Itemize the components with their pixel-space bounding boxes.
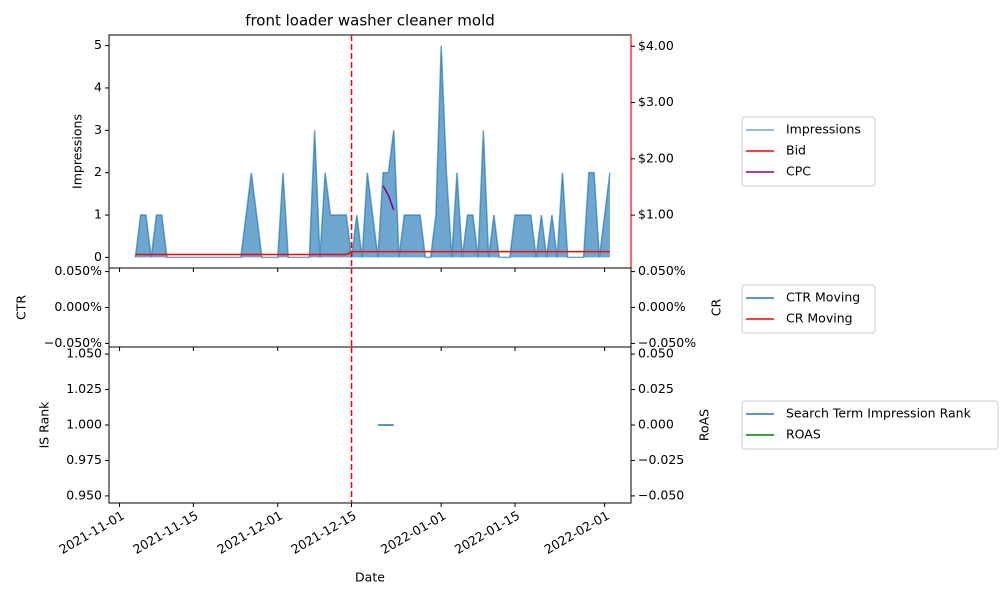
y-tick-label: 4 xyxy=(94,79,102,94)
y-tick-label: 3 xyxy=(94,122,102,137)
line xyxy=(382,185,395,211)
y-tick-label: 1 xyxy=(94,207,102,222)
y2-tick-label: $2.00 xyxy=(638,150,674,165)
y2-tick-label: 0.050% xyxy=(638,263,686,278)
line xyxy=(134,45,611,259)
area xyxy=(135,45,610,258)
y2-tick-label: 0.000% xyxy=(638,299,686,314)
y2-tick-label: 0.000 xyxy=(638,417,674,432)
legend-label: CR Moving xyxy=(786,311,853,326)
y-tick-label: 0.000% xyxy=(54,299,102,314)
y-tick-label: 0.975 xyxy=(66,452,102,467)
line xyxy=(135,250,610,256)
legend-box xyxy=(741,400,999,450)
legend-label: Bid xyxy=(786,143,806,158)
y-tick-label: 1.000 xyxy=(66,417,102,432)
y-axis-label: Impressions xyxy=(70,114,85,189)
legend-label: Impressions xyxy=(786,122,861,137)
y-tick-label: 5 xyxy=(94,37,102,52)
legend-label: Search Term Impression Rank xyxy=(786,406,972,421)
y-tick-label: 0 xyxy=(94,249,102,264)
legend-label: CTR Moving xyxy=(786,290,860,305)
y-tick-label: 0.950 xyxy=(66,487,102,502)
y2-tick-label: 0.025 xyxy=(638,381,674,396)
y-tick-label: 2 xyxy=(94,164,102,179)
y2-tick-label: $1.00 xyxy=(638,207,674,222)
y2-tick-label: −0.050% xyxy=(638,335,696,350)
y-tick-label: 1.025 xyxy=(66,381,102,396)
y2-tick-label: $4.00 xyxy=(638,38,674,53)
y-tick-label: 1.050 xyxy=(66,346,102,361)
y2-axis-label: CR xyxy=(709,298,724,316)
chart-title: front loader washer cleaner mold xyxy=(245,12,495,30)
legend-label: CPC xyxy=(786,164,811,179)
y-axis-label: CTR xyxy=(14,295,29,320)
y-tick-label: 0.050% xyxy=(54,263,102,278)
y2-tick-label: −0.050 xyxy=(638,487,684,502)
y-axis-label: IS Rank xyxy=(37,401,52,449)
y-tick-label: −0.050% xyxy=(44,335,102,350)
legend-box xyxy=(741,284,876,334)
y2-tick-label: 0.050 xyxy=(638,346,674,361)
y2-axis-label: RoAS xyxy=(697,409,712,441)
legend-box xyxy=(741,116,876,187)
y2-tick-label: −0.025 xyxy=(638,452,684,467)
legend-label: ROAS xyxy=(786,427,821,442)
x-axis-label: Date xyxy=(355,570,385,585)
y2-tick-label: $3.00 xyxy=(638,94,674,109)
